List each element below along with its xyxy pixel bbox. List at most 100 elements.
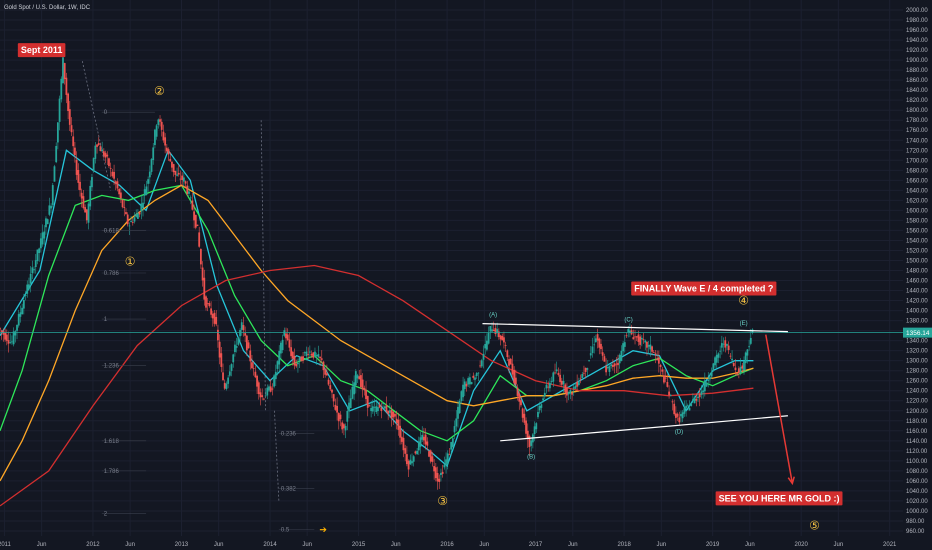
- time-axis-panel[interactable]: [0, 536, 932, 550]
- candle-body: [397, 419, 400, 430]
- fib-level-label: 0.786: [104, 271, 120, 277]
- projection-arrow: [765, 334, 794, 484]
- candle-body: [314, 351, 316, 357]
- wave-label: (B): [527, 454, 535, 460]
- annotation: SEE YOU HERE MR GOLD :): [715, 491, 843, 506]
- y-tick-label: 1260.00: [906, 379, 928, 385]
- candle-body: [55, 146, 58, 163]
- candle-body: [291, 351, 294, 359]
- candle-body: [11, 341, 13, 343]
- price-axis[interactable]: 960.00 980.00 1000.00 1020.00 1040.00 1060.00…: [903, 8, 932, 535]
- candle-body: [123, 206, 126, 208]
- annotation-background: [715, 491, 843, 506]
- candle-body: [324, 369, 327, 375]
- candle-body: [308, 351, 311, 353]
- candle-body: [417, 441, 420, 451]
- candle-body: [162, 131, 165, 141]
- candle-body: [208, 303, 211, 307]
- candle-body: [60, 78, 63, 100]
- candle-body: [300, 356, 303, 362]
- candle-body: [652, 352, 655, 353]
- candle-body: [472, 375, 475, 378]
- candle-body: [46, 219, 49, 225]
- candle-body: [407, 460, 410, 470]
- candle-body: [266, 387, 269, 396]
- candle-body: [155, 125, 158, 137]
- candle-body: [378, 405, 381, 408]
- candle-body: [666, 381, 669, 387]
- candle-body: [373, 406, 376, 408]
- candle-body: [199, 249, 202, 265]
- x-tick-label: 2017: [529, 542, 543, 548]
- annotation-text: SEE YOU HERE MR GOLD :): [719, 493, 840, 503]
- price-axis-panel[interactable]: [903, 0, 932, 536]
- candle-body: [491, 329, 493, 332]
- fib-level-label: 1.236: [104, 364, 120, 370]
- candle-body: [126, 214, 129, 225]
- candle-body: [654, 353, 657, 355]
- candle-body: [588, 360, 590, 362]
- candle-body: [538, 406, 541, 411]
- chart-title: Gold Spot / U.S. Dollar, 1W, IDC: [4, 5, 91, 11]
- candle-body: [387, 410, 390, 414]
- candle-body: [605, 366, 607, 373]
- candle-body: [186, 185, 189, 194]
- dotted-trend-line: [260, 120, 266, 411]
- candle-body: [196, 224, 199, 226]
- candle-body: [583, 372, 585, 374]
- annotation-background: [17, 43, 66, 58]
- candle-body: [671, 401, 674, 403]
- candle-body: [692, 399, 694, 401]
- candle-body: [659, 364, 662, 367]
- candle-body: [157, 119, 160, 125]
- candle-body: [518, 393, 521, 402]
- candle-body: [690, 403, 693, 407]
- candle-body: [576, 381, 579, 387]
- time-axis[interactable]: 2011 Jun 2012 Jun 2013 Jun 2014 Jun 2015 Jun 2016 J…: [0, 542, 897, 548]
- candle-body: [111, 171, 114, 177]
- candle-body: [400, 436, 403, 442]
- candle-body: [606, 367, 609, 369]
- candle-body: [12, 331, 15, 345]
- candle-body: [394, 413, 396, 417]
- candle-body: [639, 336, 642, 345]
- candle-body: [16, 324, 18, 331]
- candle-body: [513, 369, 516, 384]
- candle-body: [646, 341, 648, 348]
- y-tick-label: 1180.00: [906, 419, 928, 425]
- candle-body: [440, 472, 442, 476]
- candle-body: [45, 218, 47, 228]
- candle-body: [399, 425, 401, 438]
- candle-body: [361, 379, 364, 390]
- candle-body: [331, 389, 333, 393]
- candle-body: [567, 392, 570, 395]
- candle-body: [416, 450, 419, 455]
- candle-body: [673, 403, 676, 415]
- candle-body: [383, 406, 386, 409]
- candle-body: [281, 339, 284, 351]
- x-tick-label: Jun: [37, 542, 47, 548]
- candle-body: [295, 363, 298, 367]
- y-tick-label: 1920.00: [906, 48, 928, 54]
- y-tick-label: 1520.00: [906, 248, 928, 254]
- candle-body: [681, 412, 684, 419]
- y-tick-label: 1420.00: [906, 299, 928, 305]
- x-tick-label: Jun: [391, 542, 401, 548]
- y-tick-label: 2000.00: [906, 8, 928, 14]
- candle-body: [0, 330, 3, 332]
- candle-body: [560, 380, 563, 385]
- candle-body: [228, 371, 231, 376]
- candle-body: [148, 171, 151, 178]
- candle-body: [676, 413, 679, 417]
- triangle-trendline: [500, 415, 788, 442]
- candle-body: [286, 334, 289, 340]
- candle-body: [651, 346, 653, 352]
- candle-body: [274, 371, 277, 380]
- candle-body: [377, 407, 379, 412]
- candle-body: [737, 368, 740, 373]
- candle-body: [499, 335, 502, 340]
- candle-body: [744, 352, 747, 364]
- candle-body: [26, 284, 29, 294]
- candle-body: [227, 377, 230, 384]
